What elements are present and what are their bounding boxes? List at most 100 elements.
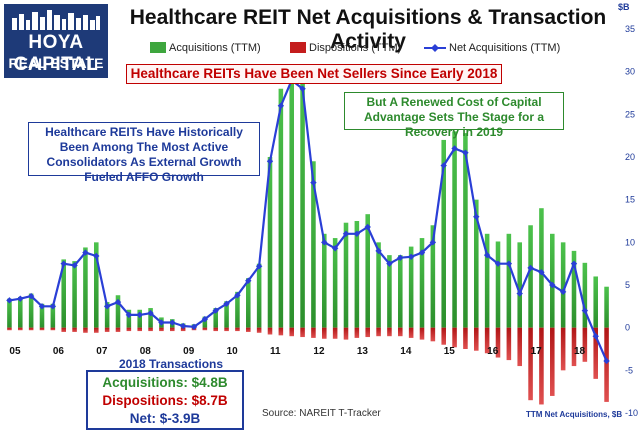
dispositions-bar <box>180 327 186 332</box>
acquisitions-bar <box>7 298 12 328</box>
dispositions-bar <box>170 327 175 332</box>
dispositions-bar <box>50 327 56 331</box>
net-acquisitions-point <box>386 260 393 267</box>
dispositions-bar <box>560 327 566 371</box>
net-acquisitions-point <box>299 85 306 92</box>
net-acquisitions-point <box>603 357 610 365</box>
net-acquisitions-point <box>27 292 35 300</box>
acquisitions-bar <box>322 233 327 328</box>
net-acquisitions-point <box>6 297 13 304</box>
acquisitions-bar <box>550 233 555 328</box>
net-acquisitions-point <box>364 223 371 231</box>
net-acquisitions-point <box>473 213 480 220</box>
source-note: Source: NAREIT T-Tracker <box>262 408 381 419</box>
acquisitions-bar <box>104 302 110 328</box>
acquisitions-bar <box>61 259 66 328</box>
net-acquisitions-point <box>266 158 274 165</box>
logo-line-1: HOYA CAPITAL <box>13 32 99 75</box>
dispositions-bar <box>474 327 479 351</box>
dispositions-bar <box>278 327 284 336</box>
x-tick-label: 13 <box>357 346 369 357</box>
legend-item-dispositions: Dispositions (TTM) <box>290 42 401 54</box>
net-acquisitions-point <box>201 315 209 323</box>
net-acquisitions-point <box>353 230 361 237</box>
x-tick-label: 15 <box>444 346 456 357</box>
net-acquisitions-point <box>429 239 437 246</box>
dispositions-bar <box>61 327 66 332</box>
y-axis-unit: $B <box>618 2 630 12</box>
dispositions-bar <box>28 327 34 331</box>
acquisitions-bar <box>387 255 392 328</box>
y-tick-label: 5 <box>625 280 630 290</box>
x-tick-label: 18 <box>574 346 586 357</box>
acquisitions-bar <box>517 242 522 328</box>
chart-legend: Acquisitions (TTM) Dispositions (TTM) Ne… <box>150 42 570 58</box>
legend-label-acquisitions: Acquisitions (TTM) <box>169 42 261 54</box>
dispositions-bar <box>72 327 77 332</box>
x-tick-label: 10 <box>227 346 239 357</box>
net-acquisitions-point <box>147 309 154 317</box>
dispositions-bar <box>398 327 403 337</box>
net-acquisitions-point <box>49 303 57 310</box>
dispositions-bar <box>354 327 360 338</box>
acquisitions-bar <box>408 246 414 328</box>
dispositions-bar <box>126 327 132 332</box>
acquisitions-bar <box>343 222 349 328</box>
dispositions-bar <box>593 327 598 379</box>
net-acquisitions-point <box>483 251 491 259</box>
net-acquisitions-point <box>505 260 513 267</box>
acquisitions-bar <box>267 157 273 328</box>
acquisitions-bar <box>593 276 598 328</box>
dispositions-bar <box>18 327 23 331</box>
net-acquisitions-point <box>538 269 545 276</box>
acquisitions-bar <box>115 295 121 328</box>
net-acquisitions-point <box>462 149 469 156</box>
dispositions-bar <box>289 327 294 337</box>
net-acquisitions-point <box>494 260 502 267</box>
dispositions-bar <box>365 327 370 338</box>
dispositions-bar <box>430 327 436 342</box>
x-tick-label: 07 <box>96 346 108 357</box>
net-acquisitions-point <box>136 311 143 319</box>
transactions-summary: Acquisitions: $4.8B Dispositions: $8.7B … <box>86 370 244 430</box>
chart-title: Healthcare REIT Net Acquisitions & Trans… <box>129 6 607 53</box>
dispositions-bar <box>528 327 533 401</box>
acquisitions-bar <box>235 291 240 328</box>
dispositions-bar <box>224 327 229 332</box>
acquisitions-bar <box>126 309 132 328</box>
dispositions-bar <box>235 327 240 332</box>
x-tick-label: 11 <box>270 346 281 357</box>
y-tick-label: 10 <box>625 237 635 247</box>
net-acquisitions-point <box>38 303 46 310</box>
net-acquisitions-point <box>440 162 447 169</box>
dispositions-bar <box>539 327 544 405</box>
dispositions-bar <box>441 327 446 345</box>
acquisitions-bar <box>137 309 142 328</box>
acquisitions-bar <box>246 278 251 328</box>
dispositions-bar <box>202 327 208 331</box>
dispositions-bar <box>94 327 99 333</box>
dispositions-bar <box>300 327 305 338</box>
legend-swatch-net <box>424 44 446 52</box>
x-tick-label: 12 <box>313 346 325 357</box>
dispositions-bar <box>495 327 501 358</box>
acquisitions-bar <box>571 250 577 328</box>
x-tick-label: 06 <box>53 346 65 357</box>
net-acquisitions-point <box>342 230 350 237</box>
acquisitions-bar <box>441 139 446 328</box>
y-tick-label: 15 <box>625 195 635 205</box>
dispositions-bar <box>256 327 262 333</box>
acquisitions-bar <box>256 263 262 328</box>
net-acquisitions-point <box>158 319 165 326</box>
acquisitions-bar <box>398 255 403 328</box>
acquisitions-bar <box>311 161 316 328</box>
legend-item-net: Net Acquisitions (TTM) <box>424 42 560 54</box>
annotation-consolidators: Healthcare REITs Have Historically Been … <box>28 122 260 184</box>
transactions-acquisitions: Acquisitions: $4.8B <box>102 375 228 390</box>
dispositions-bar <box>267 327 273 335</box>
net-acquisitions-point <box>255 263 263 270</box>
dispositions-bar <box>343 327 349 340</box>
acquisitions-bar <box>528 225 533 328</box>
unit-label: TTM Net Acquisitions, $B <box>526 410 623 419</box>
x-tick-label: 05 <box>9 346 21 357</box>
